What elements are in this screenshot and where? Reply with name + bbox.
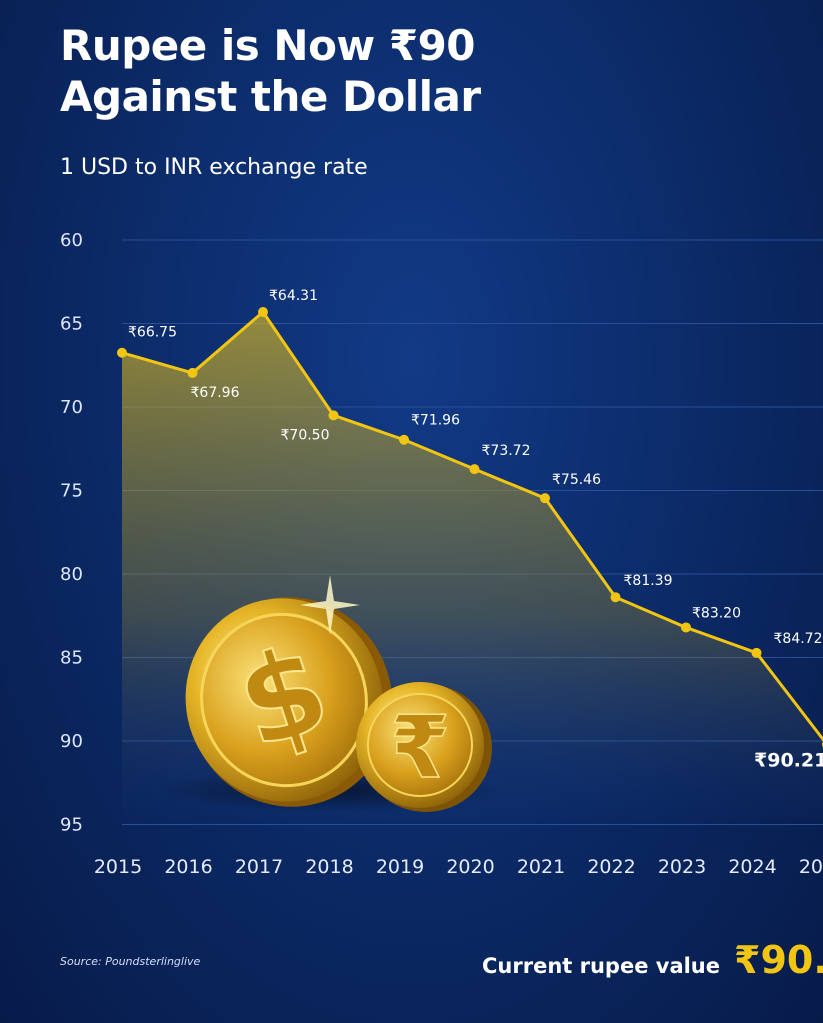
x-tick-label: 2021: [517, 856, 565, 878]
x-tick-label: 2017: [235, 856, 283, 878]
y-tick-label: 90: [60, 731, 83, 752]
current-value-label: Current rupee value: [482, 954, 721, 978]
data-label: ₹70.50: [281, 427, 330, 443]
y-axis-ticks: 60 65 70 75 80 85 90 95: [60, 230, 83, 836]
x-tick-label: 2015: [94, 856, 142, 878]
x-tick-label: 2022: [587, 856, 635, 878]
data-point: [187, 367, 198, 378]
data-label: ₹90.21: [754, 750, 823, 772]
x-tick-label: 2024: [728, 856, 776, 878]
data-point: [469, 464, 480, 475]
y-tick-label: 95: [60, 815, 83, 836]
current-value-callout: Current rupee value ₹90.: [482, 938, 823, 982]
data-label: ₹66.75: [128, 325, 177, 341]
y-tick-label: 85: [60, 648, 83, 669]
data-label: ₹75.46: [552, 472, 601, 488]
rupee-coin-icon: ₹: [356, 682, 492, 812]
title-line-2: Against the Dollar: [60, 72, 481, 121]
data-label: ₹64.31: [269, 288, 318, 304]
dollar-coin-icon: $: [185, 597, 393, 807]
y-tick-label: 70: [60, 397, 83, 418]
data-label: ₹83.20: [692, 605, 741, 621]
page-title: Rupee is Now ₹90 Against the Dollar: [60, 20, 481, 122]
data-point: [681, 622, 691, 633]
x-tick-label: 2018: [305, 856, 353, 878]
data-label: ₹84.72: [774, 631, 823, 647]
data-label: ₹81.39: [624, 573, 673, 589]
y-tick-label: 65: [60, 314, 83, 335]
x-tick-label: 2016: [164, 856, 212, 878]
data-point: [399, 434, 409, 445]
data-label: ₹67.96: [191, 385, 240, 401]
svg-text:₹: ₹: [390, 698, 450, 798]
y-tick-label: 75: [60, 481, 83, 502]
data-label: ₹71.96: [411, 413, 460, 429]
data-point: [328, 410, 339, 421]
data-labels: ₹66.75 ₹67.96 ₹64.31 ₹70.50 ₹71.96 ₹73.72 ₹75.…: [128, 288, 823, 772]
data-point: [258, 306, 268, 317]
data-points: [117, 306, 823, 748]
data-point: [751, 647, 762, 658]
y-tick-label: 60: [60, 230, 83, 251]
x-tick-label: 2020: [446, 856, 494, 878]
sparkle-icon: [300, 575, 360, 635]
title-line-1: Rupee is Now ₹90: [60, 21, 476, 70]
x-tick-label: 2023: [658, 856, 706, 878]
coins-illustration: $ ₹: [155, 575, 505, 812]
chart-subtitle: 1 USD to INR exchange rate: [60, 155, 368, 180]
x-tick-label: 2019: [376, 856, 424, 878]
data-point: [610, 592, 621, 603]
source-note: Source: Poundsterlinglive: [60, 955, 201, 968]
data-point: [540, 493, 550, 504]
y-tick-label: 80: [60, 564, 83, 585]
data-point: [117, 347, 127, 358]
x-axis-ticks: 2015 2016 2017 2018 2019 2020 2021 2022 2023 2024…: [94, 856, 823, 878]
data-label: ₹73.72: [482, 443, 531, 459]
x-tick-label: 2025: [799, 856, 823, 878]
current-value: ₹90.: [734, 938, 823, 982]
